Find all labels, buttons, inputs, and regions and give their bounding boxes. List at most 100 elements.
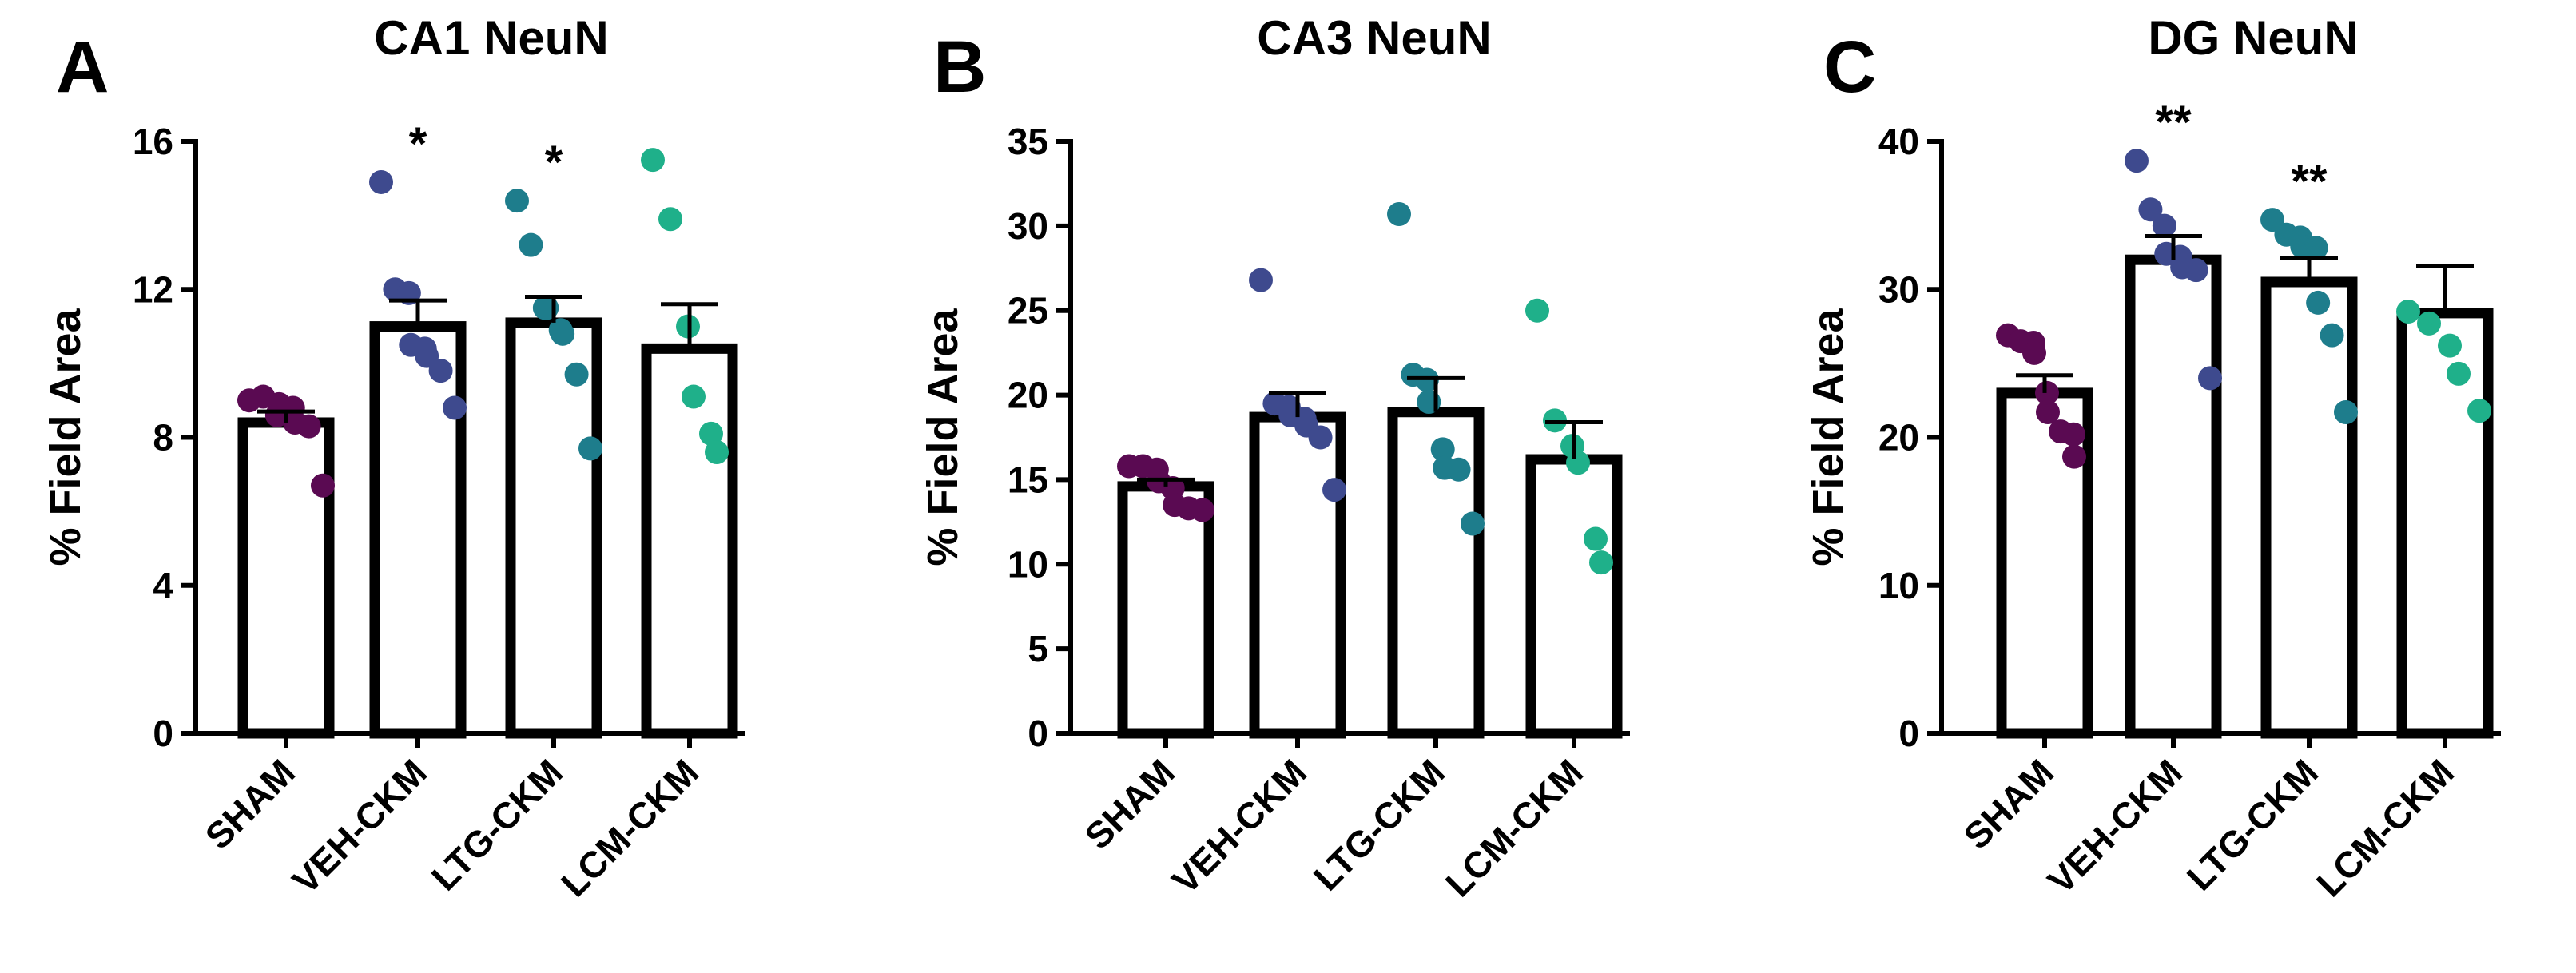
y-tick-label: 20 [1878,417,1919,459]
chart-panel-B: B CA3 NeuN % Field Area 0 5 10 15 20 25 30 35 SHAMV… [919,11,1630,904]
y-tick-label: 16 [133,121,173,162]
data-point [1191,498,1214,522]
data-point [2438,333,2462,358]
panel-letter: A [56,26,109,108]
data-point [2320,323,2344,348]
data-point [2022,340,2046,365]
y-tick-label: 0 [1898,713,1919,754]
y-tick-label: 0 [153,713,173,754]
significance-marker: ** [2155,97,2192,149]
data-point [2467,399,2491,423]
data-point [2035,380,2059,405]
bar-lcm-ckm [2396,308,2494,739]
x-tick-label-ltg-ckm: LTG-CKM [1306,751,1453,898]
data-point [1589,550,1613,575]
x-tick-label-lcm-ckm: LCM-CKM [1437,751,1591,904]
y-axis-label: % Field Area [919,308,967,566]
data-point [578,436,602,461]
x-tick-label-lcm-ckm: LCM-CKM [2308,751,2462,904]
y-tick-label: 4 [153,565,173,606]
data-point [2306,290,2331,315]
data-point [2334,400,2358,425]
x-tick-label-lcm-ckm: LCM-CKM [553,751,706,904]
x-tick-label-sham: SHAM [1956,751,2062,857]
data-point [369,169,393,194]
bar-ltg-ckm [505,317,602,739]
data-point [682,384,706,409]
y-axis-label: % Field Area [1804,308,1852,566]
x-tick-label-veh-ckm: VEH-CKM [284,751,435,902]
data-point [311,473,335,498]
data-point [1430,437,1455,462]
chart-title: CA1 NeuN [374,11,608,65]
data-point [551,321,575,346]
data-point [505,189,529,213]
data-point [1461,511,1485,536]
data-point [2198,366,2222,391]
significance-marker: * [409,118,427,170]
data-point [1584,526,1608,551]
panel-letter: C [1823,26,1876,108]
data-point [296,414,321,439]
x-tick-label-veh-ckm: VEH-CKM [2040,751,2191,902]
data-point [428,359,453,383]
x-tick-label-sham: SHAM [1077,751,1183,857]
y-axis-label: % Field Area [42,308,89,566]
y-tick-label: 15 [1008,459,1048,500]
data-point [658,207,682,232]
data-point [1566,451,1590,475]
data-point [2152,213,2176,238]
y-tick-label: 40 [1878,121,1919,162]
y-tick-label: 12 [133,268,173,310]
data-point [2184,258,2208,283]
data-point [2125,149,2149,173]
x-tick-label-veh-ckm: VEH-CKM [1164,751,1315,902]
data-point [1322,478,1346,502]
data-point [1446,457,1471,482]
y-tick-label: 20 [1008,375,1048,416]
data-point [1387,202,1411,227]
y-tick-label: 25 [1008,290,1048,332]
data-point [1308,425,1333,450]
y-tick-label: 10 [1008,543,1048,585]
data-point [699,421,723,446]
data-point [2417,311,2441,336]
y-tick-label: 5 [1028,628,1048,669]
x-tick-label-ltg-ckm: LTG-CKM [2179,751,2326,898]
bar-ltg-ckm [2260,276,2358,739]
data-point [641,148,665,173]
significance-marker: * [545,137,563,189]
data-point [1249,268,1273,292]
data-point [2304,236,2328,260]
bar-sham [1117,481,1214,739]
data-point [1525,298,1549,323]
data-point [2036,400,2060,425]
panel-letter: B [933,26,986,108]
bar-veh-ckm [369,321,467,739]
y-tick-label: 10 [1878,565,1919,606]
data-point [564,362,589,387]
data-point [2138,197,2163,222]
chart-panel-C: C DG NeuN % Field Area 0 10 20 30 40 SHAMVEH-CKM… [1804,11,2501,904]
chart-title: CA3 NeuN [1257,11,1491,65]
bar-veh-ckm [1249,411,1346,739]
bar-sham [237,417,335,739]
x-tick-label-ltg-ckm: LTG-CKM [423,751,570,898]
x-tick-label-sham: SHAM [197,751,304,857]
y-tick-label: 0 [1028,713,1048,754]
data-point [2062,444,2086,469]
data-point [2447,361,2471,386]
y-tick-label: 35 [1008,121,1048,162]
significance-marker: ** [2291,156,2328,208]
y-tick-label: 30 [1008,205,1048,247]
data-point [443,395,467,420]
data-point [2396,300,2420,324]
chart-panel-A: A CA1 NeuN% Field Area0481216SHAMVEH-CKML… [42,11,745,904]
y-tick-label: 30 [1878,268,1919,310]
bar-lcm-ckm [1525,454,1623,739]
data-point [2061,422,2085,447]
data-point [519,232,543,257]
chart-title: DG NeuN [2148,11,2358,65]
y-tick-label: 8 [153,417,173,459]
